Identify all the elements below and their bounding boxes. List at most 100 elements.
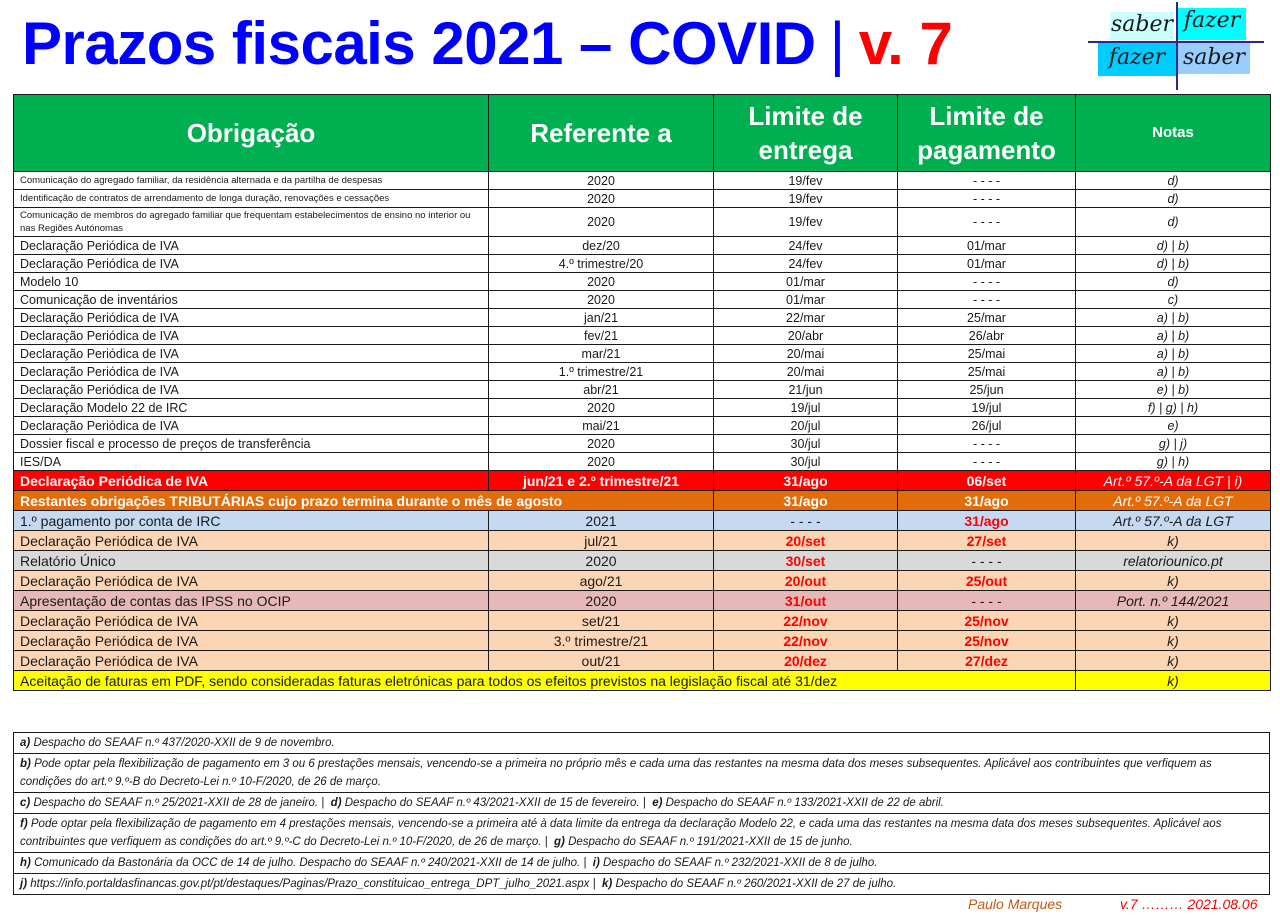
- logo-vertical-line: [1176, 2, 1178, 90]
- cell-referente: jun/21 e 2.º trimestre/21: [488, 470, 714, 491]
- cell-referente: abr/21: [488, 380, 714, 399]
- cell-obrigacao: Declaração Periódica de IVA: [13, 470, 489, 491]
- footnote-key: a): [20, 737, 31, 749]
- cell-entrega: 24/fev: [713, 254, 898, 273]
- cell-notas-link[interactable]: relatoriounico.pt: [1075, 550, 1271, 571]
- table-header-row: Obrigação Referente a Limite de entrega …: [13, 94, 1271, 172]
- cell-pagamento: 25/nov: [897, 610, 1076, 631]
- table-row-peach: Declaração Periódica de IVA set/21 22/no…: [13, 610, 1271, 631]
- version-date: v.7 ……… 2021.08.06: [1120, 896, 1258, 912]
- cell-referente: mai/21: [488, 416, 714, 435]
- cell-pagamento: - - - -: [897, 189, 1076, 208]
- cell-entrega: 31/ago: [713, 470, 898, 491]
- footnote-b: Pode optar pela flexibilização de pagame…: [20, 758, 1212, 788]
- cell-entrega: 19/jul: [713, 398, 898, 417]
- table-row: Identificação de contratos de arrendamen…: [13, 189, 1271, 208]
- footnote-e: Despacho do SEAAF n.º 133/2021-XXII de 2…: [665, 797, 944, 809]
- cell-referente: mar/21: [488, 344, 714, 363]
- table-row: Modelo 10 2020 01/mar - - - - d): [13, 272, 1271, 291]
- author-name: Paulo Marques: [968, 896, 1063, 912]
- cell-entrega: 01/mar: [713, 290, 898, 309]
- cell-pagamento: - - - -: [897, 290, 1076, 309]
- cell-pagamento: - - - -: [897, 171, 1076, 190]
- cell-referente: 2020: [488, 452, 714, 471]
- footnote-key: h): [20, 857, 31, 869]
- cell-pagamento: 01/mar: [897, 254, 1076, 273]
- cell-notas: Port. n.º 144/2021: [1075, 590, 1271, 611]
- cell-entrega: 30/jul: [713, 434, 898, 453]
- cell-referente: dez/20: [488, 236, 714, 255]
- cell-entrega: 31/ago: [713, 490, 898, 511]
- cell-referente: fev/21: [488, 326, 714, 345]
- footnote-key: j): [20, 878, 28, 890]
- cell-notas: a) | b): [1075, 308, 1271, 327]
- saber-fazer-logo: saber fazer fazer saber: [1084, 2, 1264, 90]
- page-title: Prazos fiscais 2021 – COVID | v. 7: [22, 2, 953, 86]
- table-row-pink: Apresentação de contas das IPSS no OCIP …: [13, 590, 1271, 611]
- footnote-key: k): [602, 878, 613, 890]
- cell-notas: a) | b): [1075, 326, 1271, 345]
- table-row: Declaração Periódica de IVA jan/21 22/ma…: [13, 308, 1271, 327]
- cell-notas: e): [1075, 416, 1271, 435]
- cell-notas: a) | b): [1075, 362, 1271, 381]
- cell-entrega: 20/set: [713, 530, 898, 551]
- table-row: Comunicação do agregado familiar, da res…: [13, 171, 1271, 190]
- cell-obrigacao: Comunicação de membros do agregado famil…: [13, 207, 489, 237]
- cell-notas: k): [1075, 610, 1271, 631]
- table-row-peach: Declaração Periódica de IVA jul/21 20/se…: [13, 530, 1271, 551]
- cell-pagamento: 27/set: [897, 530, 1076, 551]
- cell-entrega: 20/abr: [713, 326, 898, 345]
- cell-referente: 2020: [488, 398, 714, 417]
- cell-notas: g) | j): [1075, 434, 1271, 453]
- cell-notas: d) | b): [1075, 254, 1271, 273]
- cell-notas: d): [1075, 189, 1271, 208]
- cell-referente: 2020: [488, 207, 714, 237]
- table-row: Declaração Periódica de IVA dez/20 24/fe…: [13, 236, 1271, 255]
- cell-entrega: 19/fev: [713, 207, 898, 237]
- cell-obrigacao: Declaração Periódica de IVA: [13, 530, 489, 551]
- cell-pagamento: 25/mai: [897, 362, 1076, 381]
- cell-notas: Art.º 57.º-A da LGT: [1075, 510, 1271, 531]
- cell-notas: d) | b): [1075, 236, 1271, 255]
- cell-obrigacao: Declaração Periódica de IVA: [13, 650, 489, 671]
- cell-notas: Art.º 57.º-A da LGT: [1075, 490, 1271, 511]
- cell-pagamento: 06/set: [897, 470, 1076, 491]
- cell-notas: a) | b): [1075, 344, 1271, 363]
- cell-entrega: - - - -: [713, 510, 898, 531]
- cell-obrigacao: Declaração Periódica de IVA: [13, 326, 489, 345]
- table-row: Declaração Periódica de IVA 1.º trimestr…: [13, 362, 1271, 381]
- footnote-a: Despacho do SEAAF n.º 437/2020-XXII de 9…: [33, 737, 335, 749]
- cell-pagamento: - - - -: [897, 207, 1076, 237]
- cell-referente: 2021: [488, 510, 714, 531]
- table-row: Declaração Periódica de IVA mai/21 20/ju…: [13, 416, 1271, 435]
- title-main: Prazos fiscais 2021 – COVID: [22, 10, 816, 77]
- footnote-j-link[interactable]: https://info.portaldasfinancas.gov.pt/pt…: [30, 878, 596, 890]
- cell-obrigacao: Declaração Periódica de IVA: [13, 610, 489, 631]
- cell-pagamento: 26/abr: [897, 326, 1076, 345]
- cell-pagamento: 25/out: [897, 570, 1076, 591]
- col-header-referente: Referente a: [488, 94, 714, 172]
- cell-referente: 1.º trimestre/21: [488, 362, 714, 381]
- cell-entrega: 20/mai: [713, 362, 898, 381]
- cell-obrigacao: Dossier fiscal e processo de preços de t…: [13, 434, 489, 453]
- title-version: v. 7: [858, 10, 953, 77]
- cell-obrigacao: Modelo 10: [13, 272, 489, 291]
- cell-obrigacao: Declaração Periódica de IVA: [13, 308, 489, 327]
- cell-obrigacao: Declaração Modelo 22 de IRC: [13, 398, 489, 417]
- cell-notas: g) | h): [1075, 452, 1271, 471]
- logo-top-right: fazer: [1178, 8, 1246, 40]
- logo-bottom-right: saber: [1178, 42, 1250, 74]
- cell-referente: 2020: [488, 590, 714, 611]
- table-row-grey: Relatório Único 2020 30/set - - - - rela…: [13, 550, 1271, 571]
- cell-entrega: 20/out: [713, 570, 898, 591]
- table-row: Comunicação de inventários 2020 01/mar -…: [13, 290, 1271, 309]
- cell-pagamento: 25/nov: [897, 630, 1076, 651]
- cell-notas: k): [1075, 670, 1271, 691]
- cell-entrega: 19/fev: [713, 171, 898, 190]
- cell-notas: k): [1075, 570, 1271, 591]
- cell-notas: e) | b): [1075, 380, 1271, 399]
- footnote-d: Despacho do SEAAF n.º 43/2021-XXII de 15…: [344, 797, 646, 809]
- logo-bottom-left: fazer: [1098, 42, 1176, 76]
- cell-referente: ago/21: [488, 570, 714, 591]
- cell-entrega: 31/out: [713, 590, 898, 611]
